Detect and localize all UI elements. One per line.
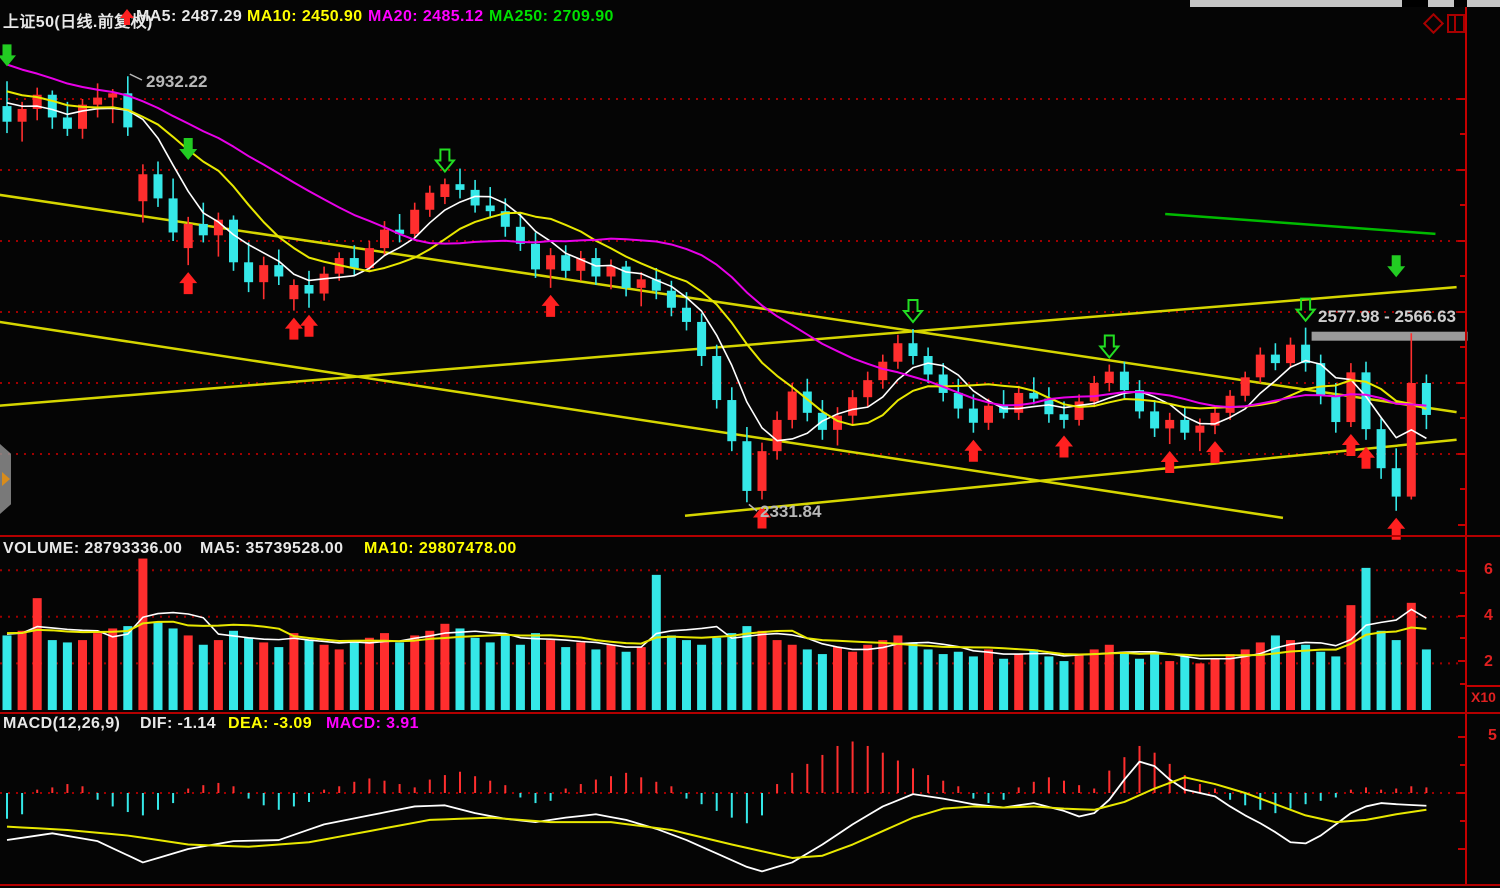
volume-ma10-label: MA10: 29807478.00: [364, 540, 517, 557]
macd-value-label: MACD: 3.91: [326, 715, 419, 732]
low-price-label: 2331.84: [760, 502, 822, 521]
ma10-value-label: MA10: 2450.90: [247, 8, 363, 25]
volume-value-label: VOLUME: 28793336.00: [3, 540, 183, 557]
symbol-title: 上证50(日线.前复权): [3, 14, 153, 31]
ma5-value-label: MA5: 2487.29: [136, 8, 243, 25]
dif-value-label: DIF: -1.14: [140, 715, 217, 732]
high-price-label: 2932.22: [146, 72, 208, 91]
expand-right-icon: [2, 472, 10, 486]
ma20-value-label: MA20: 2485.12: [368, 8, 484, 25]
price-range-label: 2577.98 - 2566.63: [1318, 307, 1457, 326]
dea-value-label: DEA: -3.09: [228, 715, 313, 732]
window-top-strip: [1190, 0, 1500, 7]
volume-axis-unit: X10: [1471, 689, 1496, 705]
volume-axis-tick-6: 6: [1484, 561, 1493, 578]
macd-axis-tick-5: 5: [1488, 727, 1497, 744]
volume-axis-tick-4: 4: [1484, 607, 1493, 624]
sidebar-expander-handle[interactable]: [0, 444, 11, 514]
volume-ma5-label: MA5: 35739528.00: [200, 540, 344, 557]
macd-name-label: MACD(12,26,9): [3, 715, 121, 732]
split-window-icon[interactable]: [1447, 14, 1465, 33]
volume-axis-tick-2: 2: [1484, 653, 1493, 670]
ma250-value-label: MA250: 2709.90: [489, 8, 614, 25]
up-arrow-icon: [120, 9, 134, 25]
